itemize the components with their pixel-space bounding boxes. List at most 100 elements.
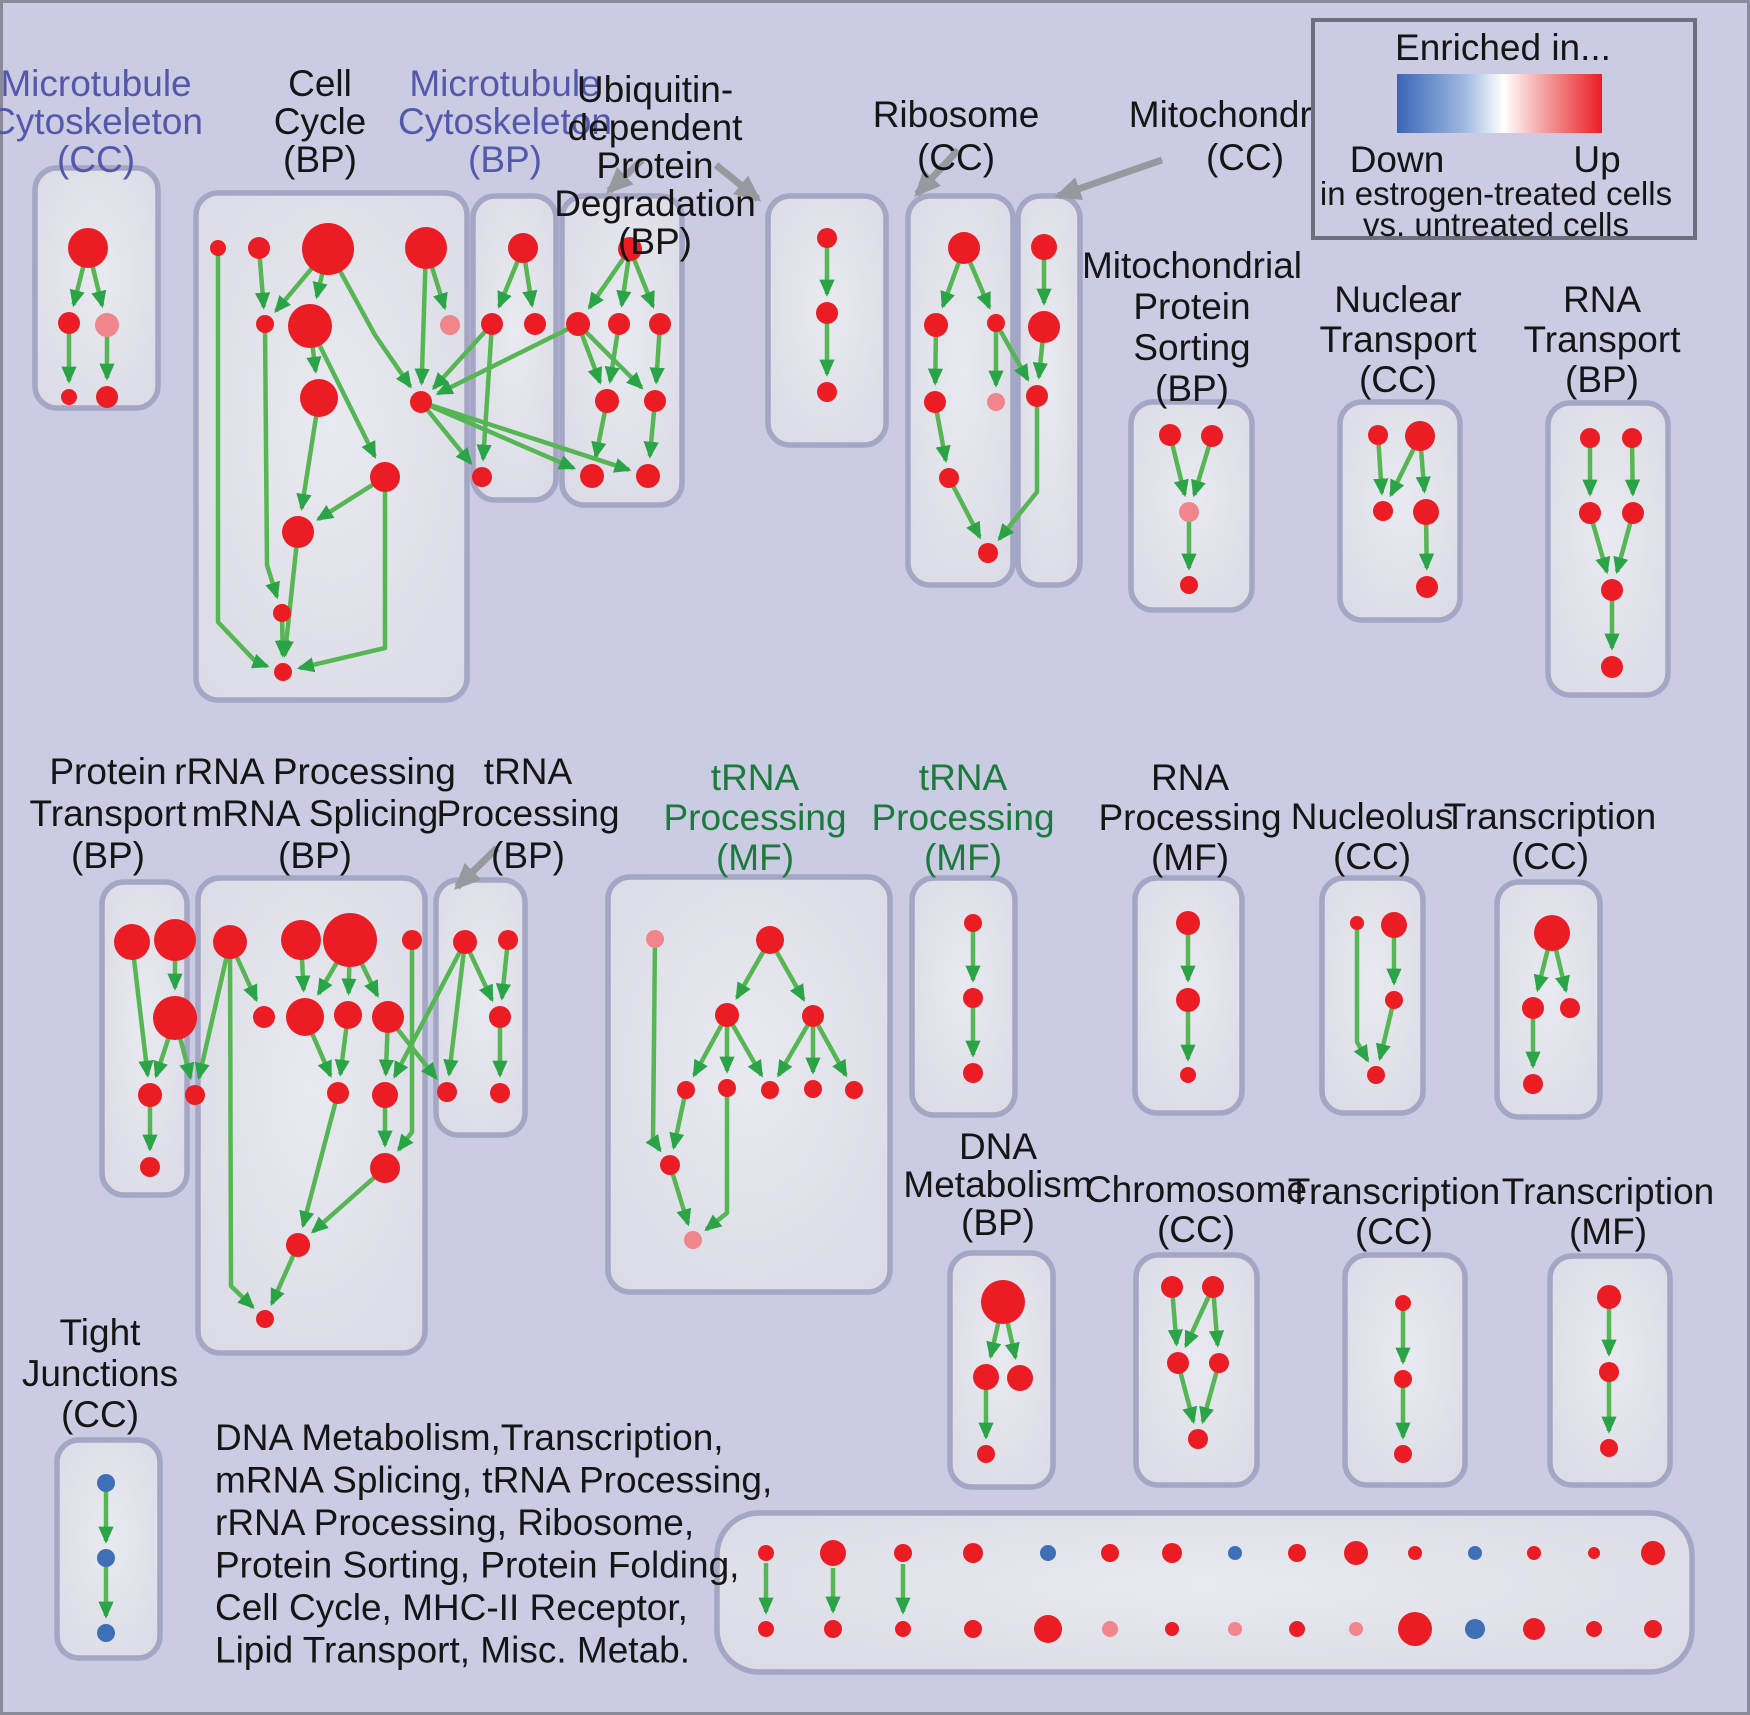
- label-rna-transport-line2: Transport: [1524, 319, 1682, 360]
- node-tight-junctions-B2: [97, 1549, 115, 1567]
- node-nucleolus-J1: [1350, 916, 1364, 930]
- node-nuclear-transport-n2: [1405, 421, 1435, 451]
- cluster-box-dna-metabolism: [947, 1250, 1056, 1490]
- node-rrna-mrna-R6: [286, 998, 324, 1036]
- label-ubiquitin-line5: (BP): [618, 221, 692, 262]
- node-grid-col2-bottom: [824, 1620, 842, 1638]
- node-tight-junctions-B3: [97, 1624, 115, 1642]
- label-nucleolus: Nucleolus(CC): [1291, 796, 1453, 877]
- label-ubiquitin-line1: Ubiquitin-: [577, 69, 733, 110]
- node-microtubule-bp-mc3: [524, 313, 546, 335]
- node-grid-col6-top: [1101, 1544, 1119, 1562]
- gray-arrow-ubiquitin-to-box1: [605, 157, 645, 194]
- node-grid-col7-bottom: [1165, 1622, 1179, 1636]
- node-grid-col7-top: [1162, 1543, 1182, 1563]
- edge-r3-m3: [994, 321, 1030, 382]
- legend-up-label: Up: [1573, 139, 1620, 180]
- label-transcription-cc-bottom-line2: (CC): [1355, 1211, 1433, 1252]
- node-grid-col6-bottom: [1102, 1621, 1118, 1637]
- node-ubiquitin-deg-1-d7: [580, 464, 604, 488]
- node-rrna-mrna-R4: [402, 930, 422, 950]
- node-dna-metabolism-L4: [977, 1445, 995, 1463]
- legend-caption-line1: in estrogen-treated cells: [1320, 175, 1672, 212]
- misc-text-line5: Cell Cycle, MHC-II Receptor,: [215, 1587, 688, 1628]
- label-trna-bp-line2: Processing: [436, 793, 619, 834]
- edge-G1-G10: [645, 938, 662, 1153]
- edge-mc2-mc4: [476, 323, 495, 462]
- node-grid-col5-top: [1040, 1545, 1056, 1561]
- node-rna-transport-t5: [1601, 579, 1623, 601]
- node-rrna-mrna-R3: [323, 913, 377, 967]
- label-rna-transport-line1: RNA: [1563, 279, 1641, 320]
- node-microtubule-cc-a1: [68, 228, 108, 268]
- node-grid-col15-bottom: [1644, 1620, 1662, 1638]
- node-trna-bp-T1: [453, 930, 477, 954]
- cluster-box-rna-transport: [1545, 400, 1671, 698]
- node-grid-col8-top: [1228, 1546, 1242, 1560]
- node-transcription-cc-bottom-N2: [1394, 1370, 1412, 1388]
- label-transcription-cc-mid-line2: (CC): [1511, 836, 1589, 877]
- node-grid-col14-bottom: [1586, 1621, 1602, 1637]
- edge-c4-c9: [414, 247, 430, 386]
- misc-text-line1: DNA Metabolism,Transcription,: [215, 1417, 724, 1458]
- label-microtubule-bp-line1: Microtubule: [409, 63, 600, 104]
- node-rna-processing-I3: [1180, 1067, 1196, 1083]
- node-trna-bp-T5: [490, 1083, 510, 1103]
- label-rna-processing-line1: RNA: [1151, 757, 1229, 798]
- label-microtubule-cc-line3: (CC): [57, 139, 135, 180]
- node-cell-cycle-c12: [273, 604, 291, 622]
- label-ribosome: Ribosome(CC): [873, 94, 1040, 178]
- node-transcription-cc-mid-K3: [1560, 998, 1580, 1018]
- edge-R11-R12: [310, 1166, 387, 1234]
- label-transcription-mf-line1: Transcription: [1502, 1171, 1714, 1212]
- node-mitochondrion-m2: [1028, 311, 1060, 343]
- node-mitochondrion-m3: [1026, 385, 1048, 407]
- label-transcription-cc-bottom: Transcription(CC): [1288, 1171, 1500, 1252]
- label-ribosome-line2: (CC): [917, 137, 995, 178]
- node-rrna-mrna-R8: [372, 1001, 404, 1033]
- node-ribosome-r5: [987, 393, 1005, 411]
- node-cell-cycle-c10: [370, 462, 400, 492]
- node-trna-mf-large-G11: [684, 1231, 702, 1249]
- node-trna-mf-small-H1: [964, 914, 982, 932]
- legend-down-label: Down: [1350, 139, 1445, 180]
- node-rna-processing-I2: [1176, 988, 1200, 1012]
- node-dna-metabolism-L3: [1007, 1365, 1033, 1391]
- node-trna-mf-large-G9: [845, 1081, 863, 1099]
- edge-d2-c9: [435, 321, 580, 396]
- node-trna-mf-large-G5: [677, 1081, 695, 1099]
- node-nuclear-transport-n1: [1368, 425, 1388, 445]
- label-nuclear-transport-line1: Nuclear: [1334, 279, 1462, 320]
- node-rna-processing-I1: [1176, 911, 1200, 935]
- node-rna-transport-t3: [1579, 502, 1601, 524]
- node-ribosome-r6: [939, 468, 959, 488]
- node-cell-cycle-c9: [410, 391, 432, 413]
- label-cell-cycle-line3: (BP): [283, 139, 357, 180]
- edge-c10-c13: [296, 477, 388, 673]
- node-chromosome-M4: [1209, 1353, 1229, 1373]
- label-mito-sorting-line1: Mitochondrial: [1082, 245, 1302, 286]
- node-rrna-mrna-R9: [327, 1082, 349, 1104]
- node-nuclear-transport-n3: [1373, 501, 1393, 521]
- node-microtubule-cc-a4: [61, 389, 77, 405]
- node-grid-col2-top: [820, 1540, 846, 1566]
- gray-arrow-mitochondrion-to-box: [1054, 156, 1164, 200]
- legend-caption-line2: vs. untreated cells: [1363, 206, 1629, 243]
- node-microtubule-bp-mc1: [508, 233, 538, 263]
- label-cell-cycle-line1: Cell: [288, 63, 352, 104]
- label-protein-transport-line1: Protein: [49, 751, 166, 792]
- edge-c9-d7: [420, 399, 577, 471]
- node-ubiquitin-deg-1-d4: [649, 313, 671, 335]
- gray-arrow-trna-bp-to-box: [453, 845, 500, 890]
- node-ribosome-r1: [948, 232, 980, 264]
- cluster-box-transcription-cc-mid: [1494, 879, 1603, 1120]
- gray-arrow-ubiquitin-to-box2: [713, 162, 762, 202]
- node-grid-col11-top: [1408, 1546, 1422, 1560]
